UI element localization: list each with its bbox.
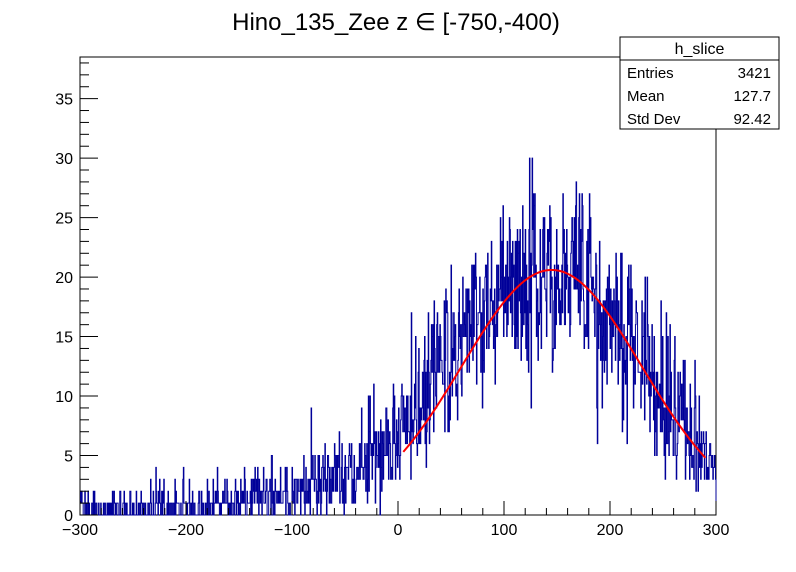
x-tick-label: −300 (62, 522, 98, 539)
stats-stddev-value: 92.42 (733, 111, 771, 128)
stats-entries-label: Entries (627, 65, 674, 82)
y-tick-label: 25 (55, 211, 73, 228)
y-tick-label: 10 (55, 389, 73, 406)
x-tick-label: 0 (394, 522, 403, 539)
stats-stddev-label: Std Dev (627, 111, 681, 128)
stats-entries-value: 3421 (738, 65, 771, 82)
x-tick-label: 300 (703, 522, 730, 539)
stats-mean-label: Mean (627, 88, 665, 105)
y-tick-label: 20 (55, 270, 73, 287)
stats-box-frame (619, 36, 780, 130)
fit-curve (402, 268, 707, 459)
y-tick-label: 5 (64, 449, 73, 466)
histogram-outline (79, 157, 717, 516)
stats-box: h_slice Entries 3421 Mean 127.7 Std Dev … (619, 36, 780, 130)
x-tick-label: 100 (491, 522, 518, 539)
y-tick-label: 15 (55, 330, 73, 347)
fit-curve-layer (402, 268, 707, 459)
y-tick-label: 35 (55, 92, 73, 109)
y-tick-label: 0 (64, 508, 73, 525)
histogram-bars (79, 157, 717, 516)
chart-title: Hino_135_Zee z ∈ [-750,-400) (232, 9, 560, 36)
y-tick-label: 30 (55, 151, 73, 168)
axes: −300 −200 −100 0 100 200 300 0 5 10 15 20 25 30 35 (55, 62, 730, 539)
x-tick-label: 200 (597, 522, 624, 539)
stats-box-title: h_slice (675, 41, 725, 58)
x-tick-label: −200 (168, 522, 204, 539)
stats-mean-value: 127.7 (733, 88, 771, 105)
x-tick-label: −100 (274, 522, 310, 539)
